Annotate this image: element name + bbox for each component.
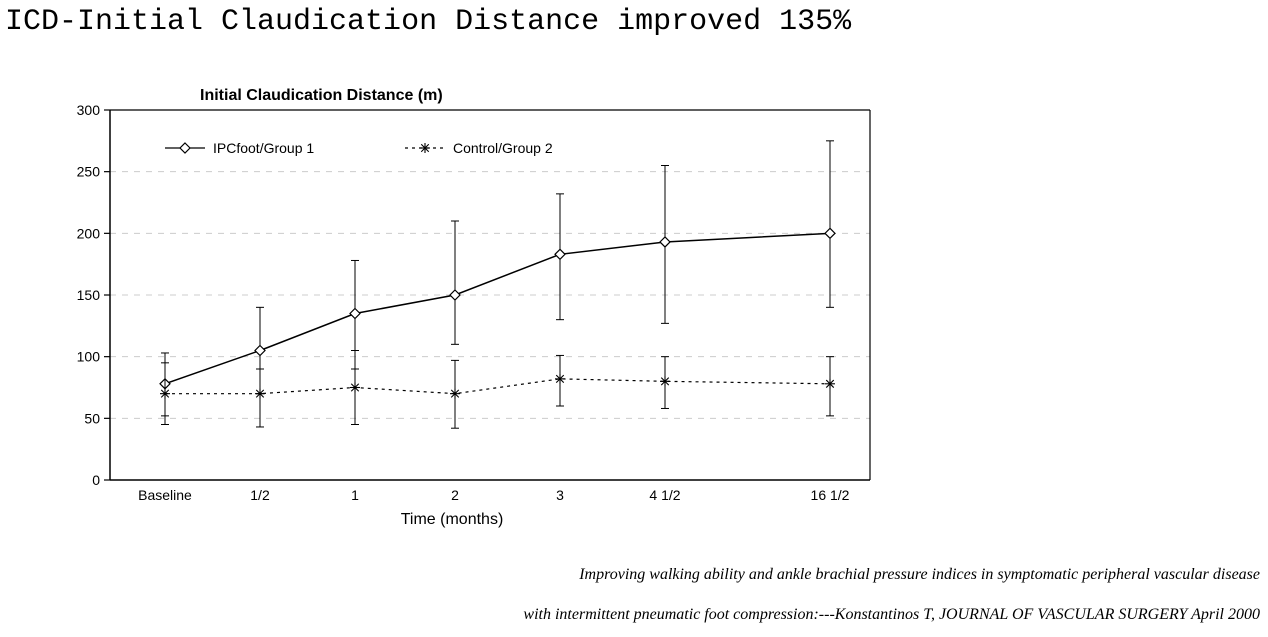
diamond-marker bbox=[350, 309, 360, 319]
diamond-marker bbox=[255, 346, 265, 356]
chart-title: Initial Claudication Distance (m) bbox=[200, 87, 443, 104]
asterisk-marker bbox=[350, 383, 360, 393]
page-title: ICD-Initial Claudication Distance improv… bbox=[5, 5, 851, 39]
x-axis-label: Time (months) bbox=[401, 511, 504, 528]
citation: Improving walking ability and ankle brac… bbox=[515, 545, 1260, 625]
asterisk-marker bbox=[825, 379, 835, 389]
asterisk-marker bbox=[160, 389, 170, 399]
x-tick-label: 16 1/2 bbox=[811, 487, 850, 503]
x-tick-label: 1 bbox=[351, 487, 359, 503]
y-tick-label: 200 bbox=[77, 225, 101, 241]
y-tick-label: 0 bbox=[92, 472, 100, 488]
diamond-marker bbox=[180, 143, 190, 153]
diamond-marker bbox=[450, 290, 460, 300]
x-tick-label: 3 bbox=[556, 487, 564, 503]
legend-label: Control/Group 2 bbox=[453, 140, 553, 156]
chart-container: Initial Claudication Distance (m) 0 50 100 1… bbox=[70, 80, 890, 545]
chart-svg: Initial Claudication Distance (m) 0 50 100 1… bbox=[70, 80, 890, 540]
citation-line2: with intermittent pneumatic foot compres… bbox=[523, 606, 1260, 623]
asterisk-marker bbox=[555, 374, 565, 384]
y-tick-label: 50 bbox=[84, 410, 100, 426]
series-control-group-2 bbox=[160, 351, 835, 429]
y-tick-label: 300 bbox=[77, 102, 101, 118]
diamond-marker bbox=[660, 237, 670, 247]
asterisk-marker bbox=[660, 376, 670, 386]
y-tick-label: 150 bbox=[77, 287, 101, 303]
x-tick-label: 2 bbox=[451, 487, 459, 503]
diamond-marker bbox=[555, 249, 565, 259]
x-tick-label: 4 1/2 bbox=[649, 487, 680, 503]
x-tick-label: Baseline bbox=[138, 487, 192, 503]
series-ipcfoot-group-1 bbox=[160, 141, 835, 416]
diamond-marker bbox=[825, 228, 835, 238]
citation-line1: Improving walking ability and ankle brac… bbox=[579, 566, 1260, 583]
legend: IPCfoot/Group 1 Control/Group 2 bbox=[165, 140, 553, 156]
y-tick-label: 100 bbox=[77, 349, 101, 365]
asterisk-marker bbox=[450, 389, 460, 399]
series-line bbox=[165, 233, 830, 383]
y-tick-label: 250 bbox=[77, 164, 101, 180]
asterisk-marker bbox=[255, 389, 265, 399]
legend-label: IPCfoot/Group 1 bbox=[213, 140, 314, 156]
asterisk-marker bbox=[420, 143, 430, 153]
series-line bbox=[165, 379, 830, 394]
x-tick-label: 1/2 bbox=[250, 487, 270, 503]
